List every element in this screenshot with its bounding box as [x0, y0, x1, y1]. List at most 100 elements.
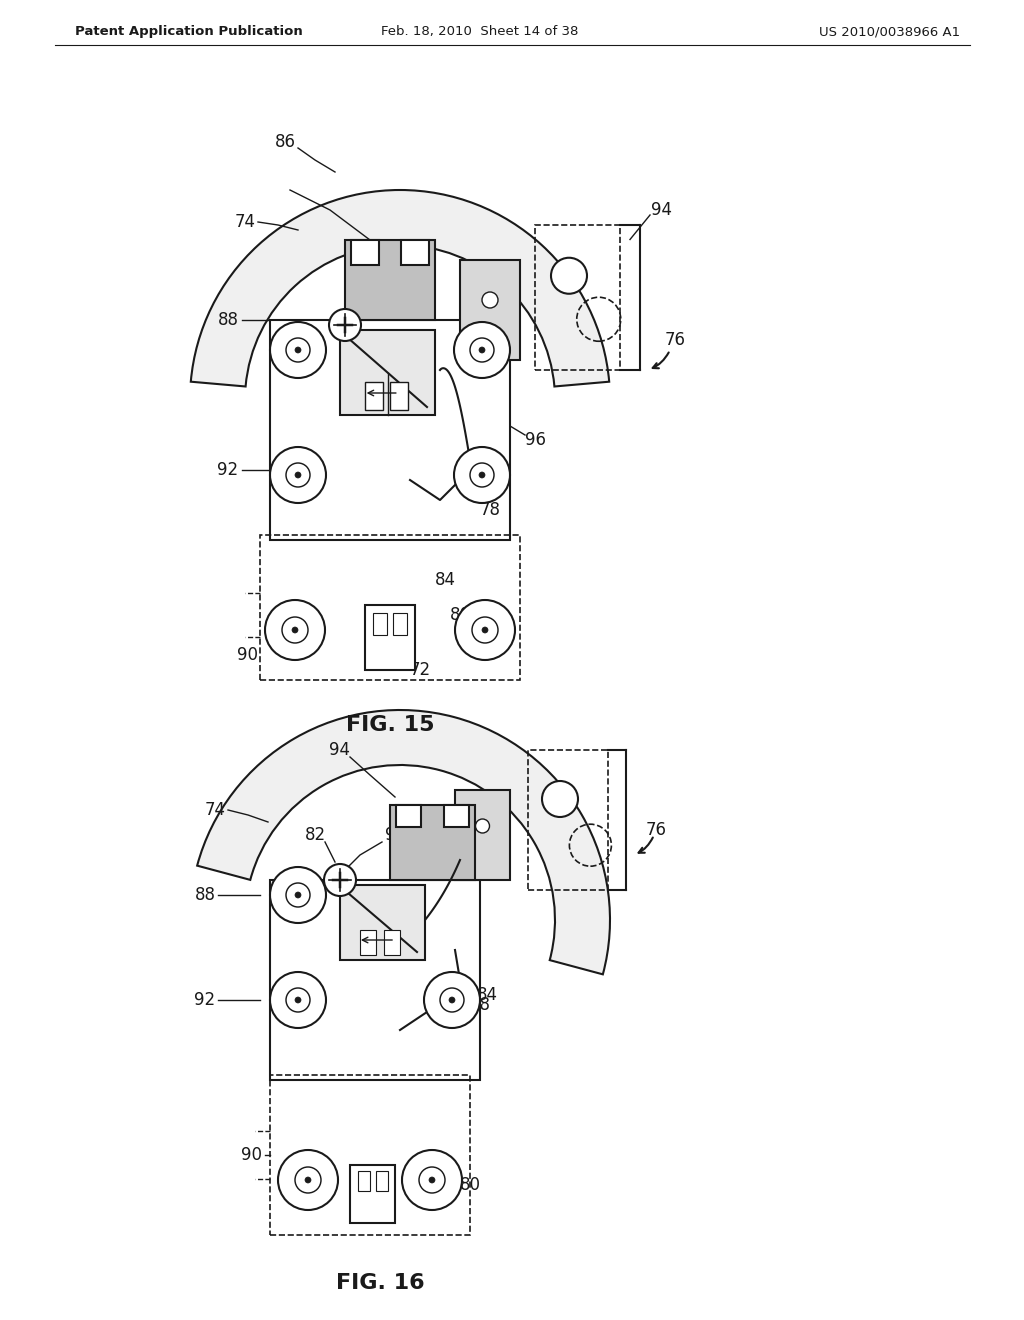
- Text: US 2010/0038966 A1: US 2010/0038966 A1: [819, 25, 961, 38]
- Circle shape: [286, 338, 310, 362]
- Bar: [390, 805, 475, 880]
- Text: 86: 86: [274, 133, 296, 150]
- Text: 82: 82: [375, 286, 395, 304]
- Bar: [444, 805, 469, 828]
- Bar: [351, 240, 379, 265]
- Circle shape: [282, 616, 308, 643]
- Text: 90: 90: [242, 1146, 262, 1164]
- Text: 88: 88: [217, 312, 239, 329]
- Text: 94: 94: [330, 741, 350, 759]
- Bar: [340, 884, 425, 960]
- Circle shape: [286, 463, 310, 487]
- Text: 84: 84: [434, 572, 456, 589]
- Text: 74: 74: [205, 801, 225, 818]
- Bar: [260, 535, 520, 680]
- Bar: [401, 240, 429, 265]
- Bar: [340, 330, 435, 414]
- Text: 96: 96: [384, 826, 406, 843]
- Circle shape: [270, 447, 326, 503]
- Bar: [460, 260, 520, 360]
- Bar: [455, 789, 510, 880]
- Circle shape: [295, 347, 301, 352]
- Text: 80: 80: [450, 606, 470, 624]
- Bar: [528, 750, 608, 890]
- Circle shape: [292, 627, 298, 634]
- Circle shape: [429, 1177, 435, 1183]
- Text: Patent Application Publication: Patent Application Publication: [75, 25, 303, 38]
- Text: FIG. 15: FIG. 15: [346, 715, 434, 735]
- Text: FIG. 16: FIG. 16: [336, 1272, 424, 1294]
- Text: 88: 88: [195, 886, 215, 904]
- Circle shape: [305, 1177, 311, 1183]
- Bar: [365, 605, 415, 671]
- Circle shape: [270, 322, 326, 378]
- Text: 76: 76: [645, 821, 667, 840]
- Bar: [345, 240, 435, 319]
- Circle shape: [402, 1150, 462, 1210]
- Text: 78: 78: [469, 997, 490, 1014]
- Bar: [270, 319, 510, 540]
- Circle shape: [470, 463, 494, 487]
- Bar: [350, 1166, 395, 1224]
- Circle shape: [482, 292, 498, 308]
- Text: 96: 96: [524, 432, 546, 449]
- Circle shape: [455, 601, 515, 660]
- Circle shape: [470, 338, 494, 362]
- Text: ZO: ZO: [394, 653, 407, 663]
- Circle shape: [295, 473, 301, 478]
- Text: 84: 84: [476, 986, 498, 1005]
- Text: 78: 78: [479, 502, 501, 519]
- Circle shape: [286, 883, 310, 907]
- Circle shape: [270, 972, 326, 1028]
- Bar: [384, 931, 400, 954]
- Text: Feb. 18, 2010  Sheet 14 of 38: Feb. 18, 2010 Sheet 14 of 38: [381, 25, 579, 38]
- Circle shape: [551, 257, 587, 294]
- Text: 74: 74: [234, 213, 256, 231]
- Text: 80: 80: [460, 1176, 480, 1195]
- Bar: [390, 381, 408, 411]
- Circle shape: [454, 447, 510, 503]
- Text: 90: 90: [238, 645, 258, 664]
- Wedge shape: [198, 710, 610, 974]
- Circle shape: [278, 1150, 338, 1210]
- Text: 94: 94: [651, 201, 673, 219]
- Circle shape: [449, 997, 455, 1003]
- Circle shape: [454, 322, 510, 378]
- Text: OFF: OFF: [370, 653, 386, 663]
- Bar: [396, 805, 421, 828]
- Circle shape: [295, 892, 301, 898]
- Bar: [360, 931, 376, 954]
- Circle shape: [419, 1167, 445, 1193]
- Circle shape: [295, 997, 301, 1003]
- Circle shape: [324, 865, 356, 896]
- Circle shape: [472, 616, 498, 643]
- Text: 76: 76: [665, 331, 685, 348]
- Bar: [358, 1171, 370, 1191]
- Bar: [270, 880, 480, 1080]
- Bar: [393, 612, 407, 635]
- Bar: [270, 1074, 470, 1236]
- Bar: [373, 612, 387, 635]
- Text: 82: 82: [304, 826, 326, 843]
- Circle shape: [542, 781, 578, 817]
- Circle shape: [286, 987, 310, 1012]
- Text: 92: 92: [195, 991, 216, 1008]
- Text: O: O: [379, 1210, 385, 1220]
- Circle shape: [479, 347, 485, 352]
- Text: 72: 72: [410, 661, 430, 678]
- Circle shape: [475, 818, 489, 833]
- Bar: [535, 224, 620, 370]
- Bar: [365, 381, 383, 411]
- Circle shape: [440, 987, 464, 1012]
- Text: 92: 92: [217, 461, 239, 479]
- Circle shape: [482, 627, 488, 634]
- Circle shape: [265, 601, 325, 660]
- Circle shape: [295, 1167, 321, 1193]
- Circle shape: [270, 867, 326, 923]
- Bar: [376, 1171, 388, 1191]
- Circle shape: [424, 972, 480, 1028]
- Circle shape: [329, 309, 361, 341]
- Wedge shape: [190, 190, 609, 387]
- Circle shape: [479, 473, 485, 478]
- Text: OFF: OFF: [354, 1210, 371, 1220]
